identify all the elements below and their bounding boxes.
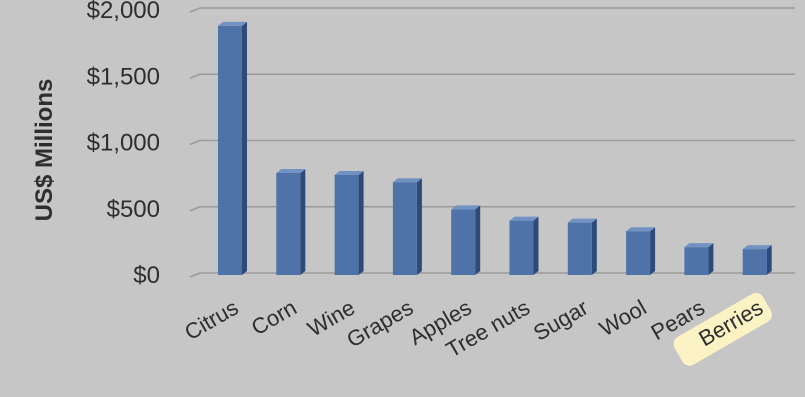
bar-top	[626, 227, 656, 232]
y-tick-label: $2,000	[87, 0, 160, 24]
x-tick-label-group: Wool	[595, 295, 651, 342]
x-tick-label: Corn	[247, 295, 301, 340]
bar-front	[334, 174, 359, 275]
bar-front	[742, 249, 767, 275]
bar-side	[475, 205, 481, 275]
bar-top	[451, 205, 481, 210]
bar-side	[533, 216, 539, 275]
x-tick-label-group: Sugar	[529, 295, 592, 346]
bar-front	[392, 182, 417, 275]
gridline-depth	[189, 7, 201, 13]
bar-top	[392, 178, 422, 183]
y-axis-ticks: $0 $500 $1,000 $1,500 $2,000	[87, 0, 160, 289]
y-axis-title: US$ Millions	[31, 79, 58, 222]
bar-front	[684, 247, 709, 275]
bar	[334, 170, 364, 275]
bar	[451, 205, 481, 275]
y-tick-label: $1,000	[87, 130, 160, 157]
x-tick-label-group: Grapes	[342, 295, 417, 353]
bar-front	[509, 220, 534, 275]
y-tick-label: $1,500	[87, 63, 160, 90]
x-tick-label: Citrus	[180, 295, 242, 345]
x-tick-label-group: Corn	[247, 295, 301, 340]
bar-side	[416, 178, 422, 275]
bar-front	[451, 209, 476, 275]
bar-front	[218, 25, 242, 276]
x-tick-label: Grapes	[342, 295, 417, 353]
bar	[509, 216, 539, 275]
bar-side	[708, 243, 714, 275]
bar-side	[650, 227, 656, 275]
x-tick-label: Sugar	[529, 295, 592, 346]
y-tick-label: $0	[133, 262, 160, 289]
gridline-depth	[189, 139, 201, 146]
bar-side	[300, 168, 306, 275]
highlight-box	[673, 292, 772, 366]
bar-top	[509, 216, 539, 221]
bar-side	[591, 218, 597, 275]
bar-side	[766, 245, 772, 275]
bar-top	[334, 170, 364, 175]
y-tick-label: $500	[107, 196, 160, 223]
bar	[392, 178, 422, 275]
bar-top	[276, 168, 306, 173]
gridline-depth	[189, 73, 201, 79]
bar-side	[358, 170, 364, 275]
bar-front	[626, 231, 651, 275]
bar	[626, 227, 656, 275]
bar	[684, 243, 714, 275]
bar-top	[218, 21, 247, 26]
gridline-depth	[189, 272, 201, 278]
bar-top	[567, 218, 597, 223]
bar-top	[684, 243, 714, 248]
bars	[218, 21, 772, 276]
x-tick-label: Wool	[595, 295, 651, 342]
bar-top	[742, 245, 772, 250]
gridline-depth	[189, 206, 201, 212]
bar	[218, 21, 247, 276]
bar-front	[567, 222, 592, 275]
x-tick-label-group: Citrus	[180, 295, 242, 345]
bar	[276, 168, 306, 275]
bar-front	[276, 172, 301, 275]
bar-side	[242, 21, 247, 276]
bar	[742, 245, 772, 275]
bar	[567, 218, 597, 275]
